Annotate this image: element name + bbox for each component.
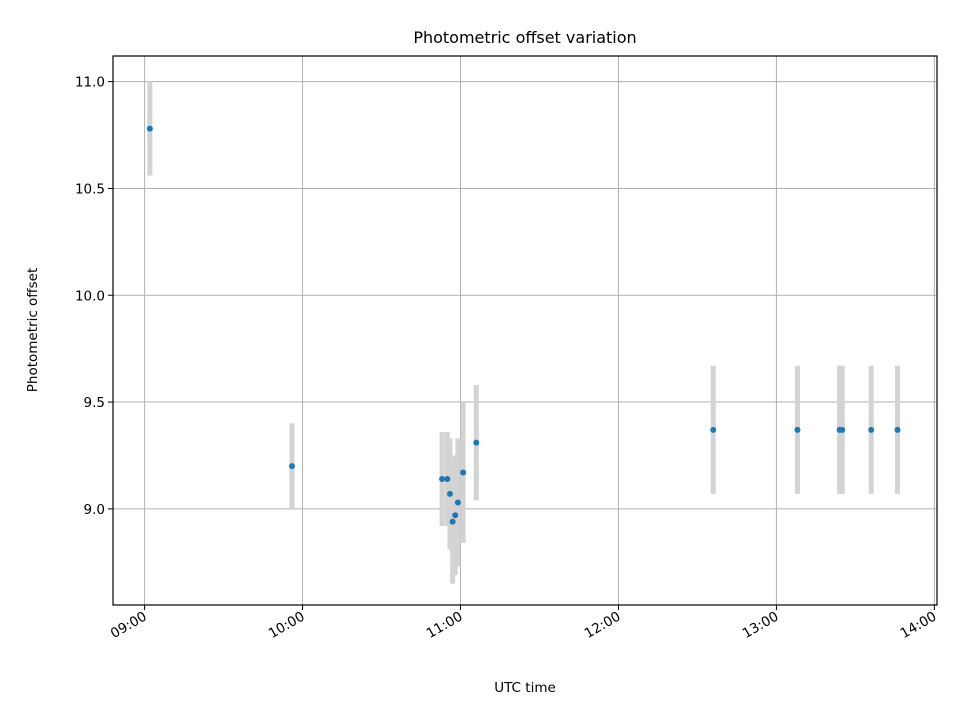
data-point (839, 426, 846, 433)
data-points (146, 125, 901, 525)
data-point (444, 475, 451, 482)
plot-frame (112, 55, 938, 606)
y-tick-label: 9.0 (84, 502, 105, 518)
y-tick-label: 10.5 (75, 181, 105, 197)
data-point (439, 475, 446, 482)
data-point (454, 499, 461, 506)
data-point (452, 512, 459, 519)
data-point (710, 426, 717, 433)
data-point (446, 490, 453, 497)
y-tick-label: 10.0 (75, 288, 105, 304)
y-tick-label: 11.0 (75, 75, 105, 91)
data-point (473, 439, 480, 446)
data-point (794, 426, 801, 433)
x-axis-label: UTC time (494, 680, 556, 696)
chart-title: Photometric offset variation (413, 28, 636, 47)
data-point (289, 463, 296, 470)
data-point (460, 469, 467, 476)
y-axis-label: Photometric offset (25, 268, 41, 392)
y-axis-ticks: 9.0 9.5 10.0 10.5 11.0 (75, 75, 113, 518)
data-point (894, 426, 901, 433)
y-tick-label: 9.5 (84, 395, 105, 411)
grid (113, 56, 937, 605)
data-point (449, 518, 456, 525)
data-point (146, 125, 153, 132)
data-point (868, 426, 875, 433)
